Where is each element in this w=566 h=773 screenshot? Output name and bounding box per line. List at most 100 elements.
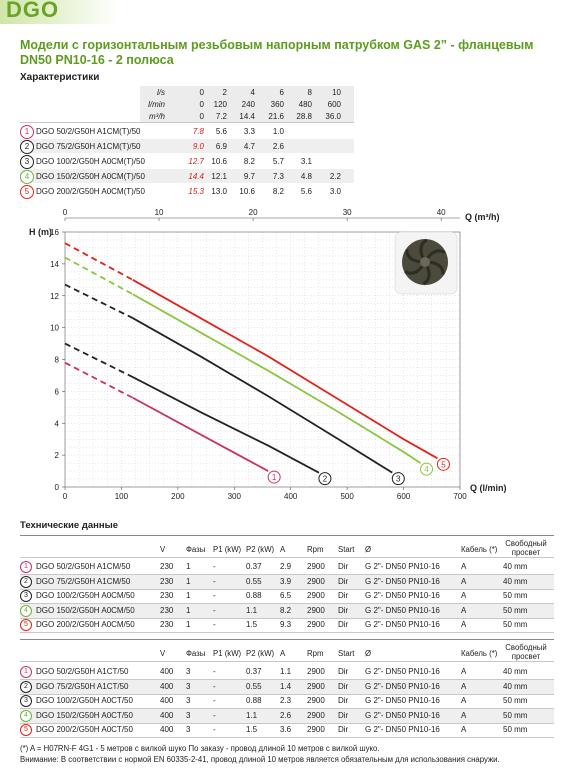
flow-value: 2 bbox=[222, 88, 227, 97]
footnote-warning: Внимание: В соответствии с нормой EN 603… bbox=[20, 755, 500, 764]
tech-value-v: 400 bbox=[160, 667, 174, 676]
tech-value-pass: 40 mm bbox=[503, 576, 528, 586]
model-name: DGO 200/2/G50H A0CM(T)/50 bbox=[36, 187, 145, 196]
flow-value: 360 bbox=[270, 100, 284, 109]
tech-value-cable: A bbox=[461, 576, 467, 586]
series-3-label: 3 bbox=[396, 475, 401, 484]
tech-value-p1: - bbox=[213, 620, 216, 629]
tech-value-a: 2.3 bbox=[280, 696, 292, 705]
tech-value-v: 400 bbox=[160, 710, 174, 720]
flow-value: 10 bbox=[332, 88, 341, 97]
model-shutoff-head: 12.7 bbox=[188, 157, 204, 166]
flow-value: 0 bbox=[199, 88, 204, 97]
y-tick-label: 10 bbox=[50, 324, 59, 333]
x2-tick-label: 30 bbox=[343, 208, 352, 217]
tech-value-p2: 0.88 bbox=[246, 696, 262, 705]
tech-header-divider bbox=[20, 661, 554, 662]
model-number-badge: 5 bbox=[20, 185, 34, 199]
page-title: Модели с горизонтальным резьбовым напорн… bbox=[20, 38, 534, 67]
tech-value-p1: - bbox=[213, 591, 216, 600]
x-tick-label: 300 bbox=[228, 492, 242, 501]
model-row-bg bbox=[20, 139, 354, 153]
model-head-value: 4.7 bbox=[243, 142, 255, 151]
tech-row-number-badge: 2 bbox=[20, 680, 32, 693]
flow-value: 0 bbox=[199, 112, 204, 121]
x2-tick-label: 40 bbox=[437, 208, 446, 217]
series-3-dashed-line bbox=[64, 283, 134, 319]
tech-row-divider bbox=[20, 693, 554, 695]
flow-unit-label: l/min bbox=[148, 100, 165, 109]
tech-row-bg bbox=[20, 708, 554, 723]
tech-value-rpm: 2900 bbox=[307, 681, 325, 691]
series-2-label: 2 bbox=[323, 475, 328, 484]
tech-model-name: DGO 50/2/G50H A1CM/50 bbox=[36, 562, 131, 571]
model-name: DGO 150/2/G50H A0CM(T)/50 bbox=[36, 172, 145, 181]
tech-value-pass: 50 mm bbox=[503, 710, 528, 720]
flow-value: 36.0 bbox=[325, 112, 341, 121]
series-1-line bbox=[132, 396, 269, 472]
y-axis-label: H (m) bbox=[29, 227, 52, 237]
series-5-line bbox=[132, 279, 438, 460]
footnote-cable: (*) A = H07RN-F 4G1 - 5 метров с вилкой … bbox=[20, 744, 380, 753]
characteristics-heading: Характеристики bbox=[20, 72, 100, 83]
tech-value-p2: 1.1 bbox=[246, 605, 258, 615]
tech-value-cable: A bbox=[461, 667, 467, 676]
tech-value-v: 230 bbox=[160, 562, 174, 571]
tech-value-ph: 3 bbox=[186, 681, 191, 691]
series-1-label: 1 bbox=[272, 473, 277, 482]
tech-row-divider bbox=[20, 588, 554, 590]
model-head-value: 3.1 bbox=[300, 157, 312, 166]
tech-header-dia: Ø bbox=[365, 649, 372, 658]
tech-row-divider bbox=[20, 722, 554, 724]
tech-value-ph: 1 bbox=[186, 605, 191, 615]
tech-model-name: DGO 100/2/G50H A0CM/50 bbox=[36, 591, 135, 600]
impeller-hub bbox=[420, 257, 430, 267]
model-head-value: 8.2 bbox=[272, 187, 284, 196]
model-number-badge: 4 bbox=[20, 170, 34, 184]
y-tick-label: 2 bbox=[55, 451, 60, 460]
x-tick-label: 0 bbox=[63, 492, 68, 501]
tech-value-p2: 0.55 bbox=[246, 576, 262, 586]
tech-header-divider bbox=[20, 557, 554, 558]
tech-value-p1: - bbox=[213, 667, 216, 676]
tech-top-rule bbox=[20, 535, 554, 536]
tech-value-a: 3.6 bbox=[280, 725, 292, 734]
tech-header-p1: P1 (kW) bbox=[213, 545, 242, 554]
tech-value-ph: 3 bbox=[186, 710, 191, 720]
tech-model-name: DGO 200/2/G50H A0CM/50 bbox=[36, 620, 135, 629]
tech-value-a: 8.2 bbox=[280, 605, 292, 615]
tech-value-pass: 40 mm bbox=[503, 681, 528, 691]
y-tick-label: 16 bbox=[50, 228, 59, 237]
tech-value-start: Dir bbox=[338, 696, 349, 705]
tech-value-p1: - bbox=[213, 696, 216, 705]
model-number-badge: 3 bbox=[20, 155, 34, 169]
tech-model-name: DGO 50/2/G50H A1CT/50 bbox=[36, 667, 129, 676]
tech-value-p2: 0.55 bbox=[246, 681, 262, 691]
model-shutoff-head: 15.3 bbox=[188, 187, 204, 196]
model-head-value: 8.2 bbox=[243, 157, 255, 166]
tech-row-bg bbox=[20, 679, 554, 694]
y-tick-label: 8 bbox=[55, 356, 60, 365]
tech-value-a: 2.9 bbox=[280, 562, 292, 571]
tech-value-dia: G 2"- DN50 PN10-16 bbox=[365, 591, 440, 600]
series-2-dashed-line bbox=[64, 342, 134, 378]
tech-value-start: Dir bbox=[338, 562, 349, 571]
model-head-value: 9.7 bbox=[243, 172, 255, 181]
series-5-marker bbox=[436, 457, 450, 471]
series-1-dashed-line bbox=[64, 361, 134, 399]
tech-row-number-badge: 3 bbox=[20, 695, 32, 707]
tech-value-dia: G 2"- DN50 PN10-16 bbox=[365, 681, 440, 691]
series-4-line bbox=[132, 293, 421, 464]
tech-value-cable: A bbox=[461, 681, 467, 691]
tech-value-rpm: 2900 bbox=[307, 710, 325, 720]
model-head-value: 5.6 bbox=[300, 187, 312, 196]
model-head-value: 5.6 bbox=[215, 127, 227, 136]
tech-header-v: V bbox=[160, 545, 166, 554]
tech-row-divider bbox=[20, 632, 554, 633]
tech-value-pass: 50 mm bbox=[503, 605, 528, 615]
series-3-marker bbox=[391, 472, 405, 486]
tech-header-cable: Кабель (*) bbox=[461, 649, 498, 658]
tech-value-dia: G 2"- DN50 PN10-16 bbox=[365, 696, 440, 705]
tech-value-cable: A bbox=[461, 710, 467, 720]
model-number-badge: 2 bbox=[20, 140, 34, 154]
